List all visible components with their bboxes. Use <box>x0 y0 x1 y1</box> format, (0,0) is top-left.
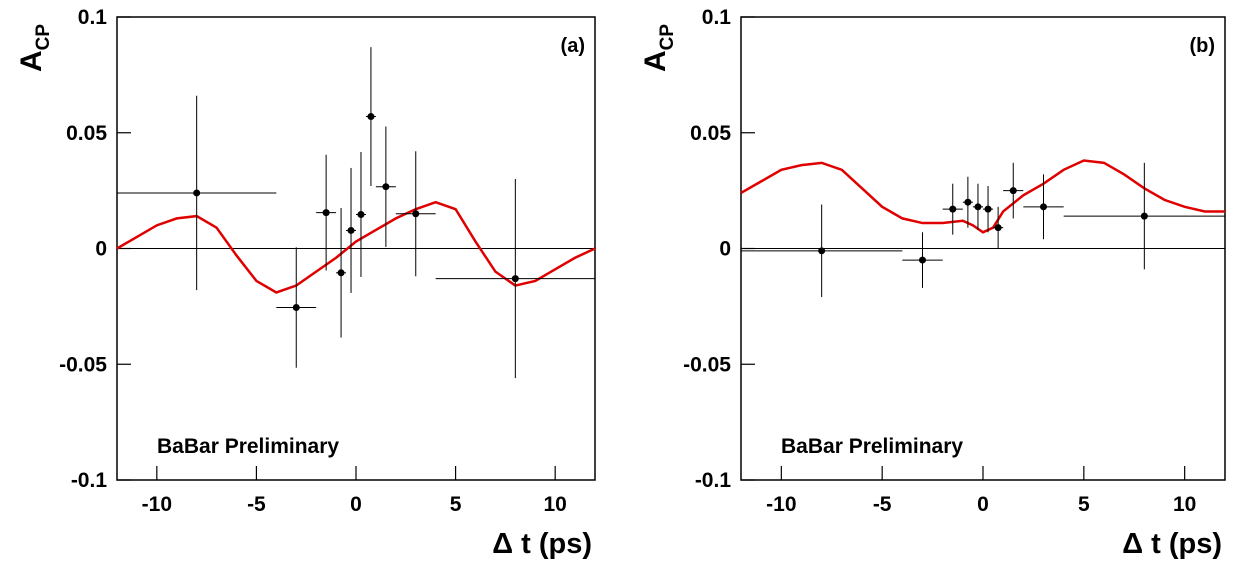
data-point <box>1140 212 1148 220</box>
data-point <box>964 198 972 206</box>
data-point <box>193 189 201 197</box>
y-axis-label-sub: CP <box>657 24 678 51</box>
x-tick-label: -10 <box>142 493 172 516</box>
data-point <box>382 183 390 191</box>
data-point <box>949 205 957 213</box>
data-point <box>974 203 982 211</box>
x-tick-label: 5 <box>1078 493 1090 516</box>
data-point <box>322 209 330 217</box>
y-tick-label: 0 <box>719 238 731 261</box>
y-tick-label: -0.1 <box>71 469 108 492</box>
data-point <box>412 210 420 218</box>
panel: -0.1 -0.05 0 0.05 0.1 -10 -5 0 5 10 (a) BaBar Preli… <box>15 6 596 560</box>
y-tick-label: 0.1 <box>78 6 108 29</box>
x-tick-label: -5 <box>873 493 892 516</box>
data-point <box>919 256 926 264</box>
panel: -0.1 -0.05 0 0.05 0.1 -10 -5 0 5 10 (b) BaBar Preli… <box>639 6 1226 560</box>
x-tick-label: 10 <box>1173 493 1196 516</box>
data-point <box>994 224 1002 232</box>
data-point <box>337 269 345 277</box>
x-tick-label: 10 <box>543 493 566 516</box>
panel-label: (a) <box>561 35 585 57</box>
data-point <box>357 210 365 218</box>
x-tick-label: 0 <box>977 493 989 516</box>
y-axis-label-sub: CP <box>33 24 54 51</box>
panel-label: (b) <box>1189 35 1215 57</box>
y-tick-label: 0.05 <box>690 122 731 145</box>
data-point <box>292 304 300 312</box>
x-tick-label: -5 <box>247 493 266 516</box>
y-tick-label: -0.05 <box>59 353 107 376</box>
x-tick-label: 0 <box>350 493 362 516</box>
data-point <box>818 247 826 255</box>
y-tick-label: 0 <box>95 238 107 261</box>
y-tick-label: 0.05 <box>66 122 107 145</box>
data-point <box>1009 187 1017 195</box>
y-axis-label-main: A <box>639 50 672 72</box>
fit-curve <box>740 159 1225 234</box>
y-axis-label: ACP <box>15 24 54 72</box>
data-point <box>1040 203 1047 211</box>
y-axis-label-main: A <box>15 50 48 72</box>
y-axis-label: ACP <box>639 24 678 72</box>
y-tick-label: -0.05 <box>683 353 731 376</box>
data-point <box>511 275 519 283</box>
data-point <box>367 113 375 121</box>
annotation: BaBar Preliminary <box>157 435 339 458</box>
x-tick-label: 5 <box>450 493 462 516</box>
y-tick-label: 0.1 <box>702 6 732 29</box>
data-point <box>984 205 992 213</box>
x-axis-label: Δ t (ps) <box>1122 528 1222 560</box>
x-tick-label: -10 <box>766 493 796 516</box>
data-point <box>347 226 355 234</box>
y-tick-label: -0.1 <box>695 469 732 492</box>
annotation: BaBar Preliminary <box>781 435 963 458</box>
x-axis-label: Δ t (ps) <box>492 528 592 560</box>
